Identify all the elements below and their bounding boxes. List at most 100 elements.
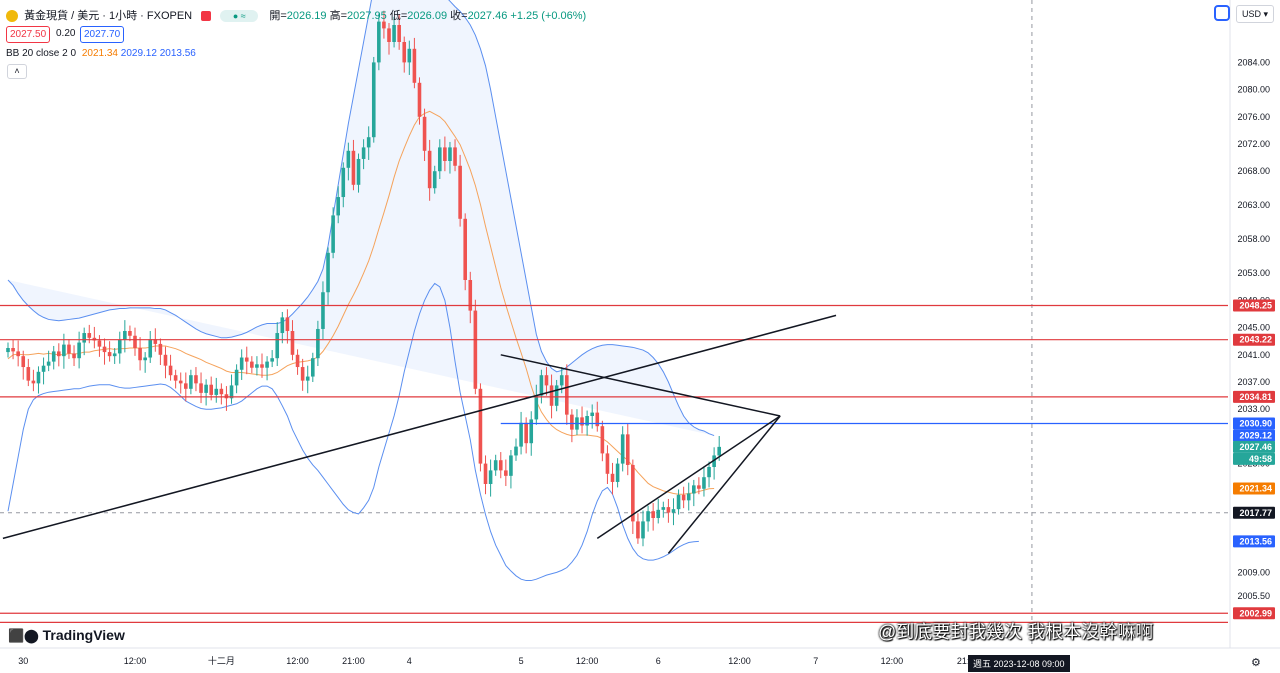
candle-body	[239, 357, 244, 370]
candle-body	[331, 215, 335, 253]
price-tick-label: 2084.00	[1237, 57, 1270, 67]
candle-body	[595, 412, 600, 427]
candle-body	[468, 280, 473, 311]
trendline-triangle-apex-edge	[596, 415, 781, 540]
candle-body	[417, 82, 422, 117]
candle-body	[661, 507, 666, 510]
price-tag-bg	[1233, 333, 1275, 346]
candle-body	[422, 116, 427, 151]
candle-body	[280, 317, 285, 334]
time-tick-label: 7	[813, 656, 818, 666]
candle-body	[229, 385, 234, 399]
candle-body	[107, 352, 112, 357]
candle-body	[549, 385, 554, 406]
candle-body	[377, 21, 381, 63]
price-tick-label: 2080.00	[1237, 85, 1270, 95]
candle-body	[234, 369, 239, 386]
symbol-row: 黃金現貨 / 美元 · 1小時 · FXOPEN ● ≈ 開=2026.19 高…	[6, 7, 586, 23]
price-tag-label: 49:58	[1249, 454, 1272, 464]
candle-body	[87, 333, 92, 338]
candle-body	[163, 354, 168, 366]
candle-body	[514, 446, 518, 456]
trendline-triangle-bottom	[667, 415, 781, 554]
price-tag-label: 2027.46	[1239, 442, 1272, 452]
tv-logo-icon: ⬛⬤	[8, 628, 39, 643]
price-tag-bg	[1233, 417, 1275, 430]
currency-selector[interactable]: USD ▾	[1236, 5, 1274, 23]
candle-body	[72, 353, 76, 359]
candle-body	[392, 25, 396, 42]
candle-body	[493, 460, 498, 471]
trendline-rising-support	[2, 314, 837, 540]
bb-basis-line	[7, 110, 715, 495]
price-tag-bg	[1233, 506, 1275, 519]
trendline-triangle-top	[500, 354, 781, 417]
spread-value: 0.20	[56, 28, 76, 39]
candle-body	[11, 348, 15, 352]
price-tag-label: 2030.90	[1239, 418, 1272, 428]
candle-body	[219, 388, 224, 395]
candle-body	[407, 48, 412, 63]
candle-body	[676, 494, 681, 510]
candle-body	[570, 414, 574, 430]
price-tick-label: 2033.00	[1237, 404, 1270, 414]
time-tick-label: 12:00	[881, 656, 904, 666]
price-tag-label: 2017.77	[1239, 508, 1272, 518]
price-tick-label: 2053.00	[1237, 268, 1270, 278]
candle-body	[438, 147, 442, 172]
buy-button[interactable]: 2027.70	[80, 26, 125, 43]
candle-body	[427, 150, 432, 189]
candle-body	[275, 333, 280, 359]
price-tick-label: 2041.00	[1237, 350, 1270, 360]
candle-body	[615, 463, 620, 482]
candle-body	[321, 292, 325, 329]
indicator-legend[interactable]: BB 20 close 2 0 2021.34 2029.12 2013.56	[6, 48, 196, 59]
candle-body	[605, 453, 610, 474]
candle-body	[559, 375, 564, 386]
candle-body	[402, 42, 407, 63]
candle-body	[199, 383, 203, 393]
candle-body	[600, 426, 605, 454]
candle-body	[62, 344, 66, 357]
sell-button[interactable]: 2027.50	[6, 26, 51, 43]
candle-body	[102, 346, 107, 353]
market-status-icon[interactable]: ● ≈	[220, 10, 259, 23]
settings-gear-icon[interactable]: ⚙	[1251, 657, 1261, 669]
price-tag-label: 2002.99	[1239, 608, 1272, 618]
tradingview-logo[interactable]: ⬛⬤ TradingView	[8, 627, 125, 643]
candle-body	[250, 361, 254, 368]
candle-body	[610, 473, 615, 482]
candle-body	[36, 371, 41, 384]
price-tag-label: 2021.34	[1239, 483, 1272, 493]
candle-body	[112, 353, 117, 357]
price-tick-label: 2045.00	[1237, 323, 1270, 333]
candle-body	[651, 511, 655, 518]
candle-body	[554, 385, 559, 406]
candle-body	[148, 339, 153, 358]
time-tick-label: 5	[519, 656, 524, 666]
ohlc-low: 低=2026.09	[389, 10, 448, 22]
price-tag-bg	[1233, 429, 1275, 442]
candle-body	[67, 344, 71, 354]
candle-body	[341, 167, 346, 198]
candle-body	[356, 158, 361, 185]
candle-body	[580, 417, 584, 426]
time-tick-label: 十二月	[208, 655, 235, 666]
collapse-legend-button[interactable]: ˄	[7, 64, 27, 79]
candle-body	[77, 342, 81, 359]
candle-body	[382, 21, 386, 29]
price-tick-label: 2072.00	[1237, 139, 1270, 149]
gold-icon	[6, 10, 18, 23]
candle-body	[366, 137, 371, 148]
candle-body	[529, 419, 534, 444]
price-tag-bg	[1233, 482, 1275, 495]
symbol-title[interactable]: 黃金現貨 / 美元 · 1小時 · FXOPEN	[24, 10, 193, 22]
price-tag-label: 2043.22	[1239, 335, 1272, 345]
candle-body	[123, 331, 127, 340]
ohlc-open: 開=2026.19	[269, 10, 327, 22]
candle-body	[519, 422, 523, 447]
price-tag-bg	[1233, 607, 1275, 620]
candle-body	[697, 485, 701, 489]
compare-icon[interactable]	[1214, 5, 1230, 21]
